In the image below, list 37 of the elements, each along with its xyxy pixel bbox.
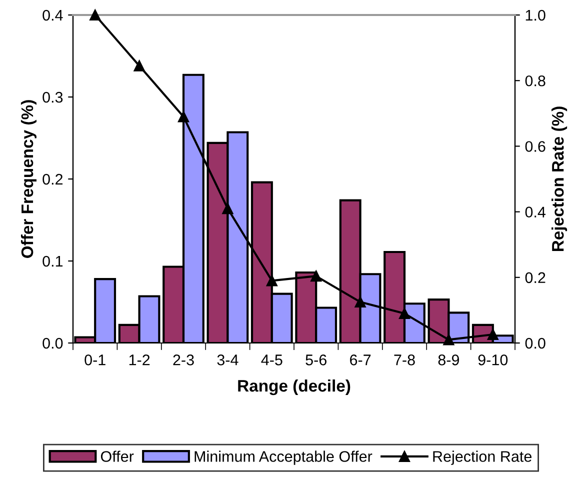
point xyxy=(134,60,145,72)
text: 0.0 xyxy=(42,338,63,349)
point xyxy=(443,334,454,346)
point xyxy=(178,111,190,122)
y-tick-label: 0.3 xyxy=(42,92,63,103)
legend-label: Offer xyxy=(100,450,134,462)
y-tick-label: 0.2 xyxy=(42,174,63,185)
y-axis-title: Offer Frequency (%) xyxy=(20,100,36,258)
x-tick-label: 7-8 xyxy=(394,354,415,366)
text: 1.0 xyxy=(526,10,546,21)
y2-tick-label: 0.6 xyxy=(525,141,546,152)
point xyxy=(487,328,498,340)
point xyxy=(398,308,410,320)
x-tick-label: 4-5 xyxy=(261,354,282,366)
x-tick-label: 0-1 xyxy=(84,354,106,366)
x-tick-label: 8-9 xyxy=(438,354,460,366)
x-tick-label: 1-2 xyxy=(129,354,150,366)
point xyxy=(266,275,278,286)
y2-tick-label: 0.4 xyxy=(525,206,546,218)
y2-tick-label: 0.2 xyxy=(525,272,546,284)
x-axis-title: Range (decile) xyxy=(238,379,350,396)
point xyxy=(354,296,366,308)
y-tick-label: 0.1 xyxy=(42,256,63,267)
legend-label: Minimum Acceptable Offer xyxy=(194,450,372,465)
text: 0.0 xyxy=(525,338,546,349)
y2-tick-label: 0.8 xyxy=(525,75,546,86)
y-tick-label: 0.4 xyxy=(42,10,63,21)
x-tick-label: 2-3 xyxy=(173,354,194,366)
point xyxy=(90,9,101,21)
x-tick-label: 3-4 xyxy=(217,354,238,366)
x-tick-label: 6-7 xyxy=(350,354,371,366)
point xyxy=(222,202,234,214)
y2-axis-title: Rejection Rate (%) xyxy=(552,106,568,252)
point xyxy=(310,270,322,282)
legend-label: Rejection Rate xyxy=(433,450,532,465)
x-tick-label: 9-10 xyxy=(478,354,508,366)
x-tick-label: 5-6 xyxy=(306,354,326,366)
